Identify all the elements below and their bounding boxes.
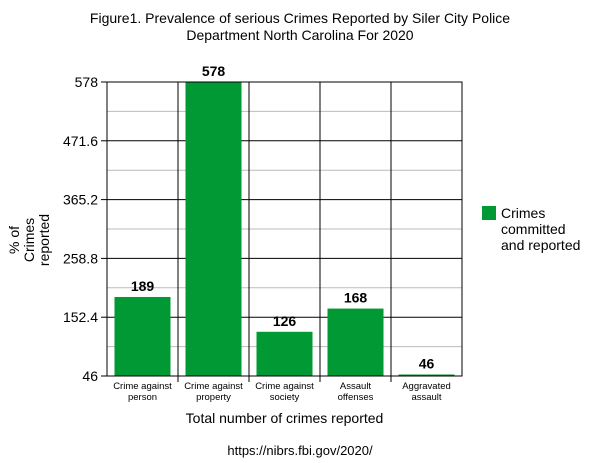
data-label: 46 [419,356,435,372]
legend-label: Crimes committed and reported [501,205,581,253]
bar [114,296,171,376]
source-url: https://nibrs.fbi.gov/2020/ [227,443,373,458]
y-tick-label: 258.8 [63,250,98,266]
bar [256,331,313,376]
x-tick-label: Crime against society [255,381,314,403]
x-tick-label: Assault offenses [338,381,374,403]
y-tick-label: 46 [82,368,98,384]
y-tick-label: 152.4 [63,309,98,325]
data-label: 168 [344,290,368,306]
data-label: 126 [273,313,297,329]
bar [398,374,455,376]
y-tick-label: 365.2 [63,192,98,208]
y-axis-title: % ofCrimesreported [6,214,52,266]
bar [327,308,384,376]
plot-frame [106,81,463,377]
legend-swatch [482,206,496,220]
x-tick-label: Aggravated assault [402,381,451,403]
data-label: 578 [202,63,226,79]
legend: Crimes committed and reported [482,205,581,253]
chart-title: Figure1. Prevalence of serious Crimes Re… [89,10,511,26]
data-label: 189 [131,278,155,294]
chart-subtitle: Department North Carolina For 2020 [186,27,414,43]
bar [185,82,242,376]
x-tick-label: Crime against person [113,381,172,403]
y-tick-label: 471.6 [63,133,98,149]
chart-title-block: Figure1. Prevalence of serious Crimes Re… [0,10,600,44]
x-axis-title: Total number of crimes reported [186,410,384,426]
y-tick-label: 578 [75,74,99,90]
x-tick-label: Crime against property [184,381,243,403]
